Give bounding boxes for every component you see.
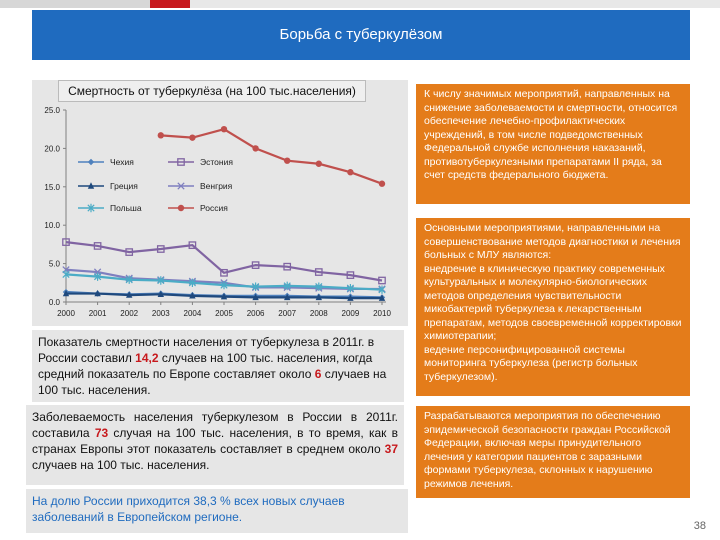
top-color-strip bbox=[0, 0, 720, 8]
data-point bbox=[347, 169, 354, 176]
data-point bbox=[283, 262, 292, 271]
x-tick-label: 2002 bbox=[120, 309, 138, 318]
x-tick-label: 2010 bbox=[373, 309, 391, 318]
data-point bbox=[157, 132, 164, 139]
data-point bbox=[62, 270, 70, 279]
data-point bbox=[378, 294, 386, 301]
data-point bbox=[378, 180, 386, 187]
data-point bbox=[177, 204, 185, 212]
data-point bbox=[125, 248, 134, 256]
data-point bbox=[315, 293, 322, 301]
data-point bbox=[156, 245, 165, 253]
data-point bbox=[188, 278, 197, 287]
measures-text-1: К числу значимых мероприятий, направленн… bbox=[424, 88, 678, 181]
data-point bbox=[125, 275, 133, 284]
data-point bbox=[315, 160, 322, 167]
data-point bbox=[157, 276, 165, 285]
data-point bbox=[62, 238, 70, 246]
mortality-chart: 0.0 5.0 10.0 15.0 20.0 25.0 2000 2001 2002 2003 20… bbox=[44, 106, 391, 318]
europe-mortality-value: 6 bbox=[314, 367, 322, 381]
data-point bbox=[314, 268, 323, 276]
data-point bbox=[284, 293, 291, 301]
x-tick-label: 2009 bbox=[342, 309, 360, 318]
y-tick-label: 10.0 bbox=[44, 221, 60, 230]
data-point bbox=[283, 281, 291, 291]
chart-title: Смертность от туберкулёза (на 100 тыс.на… bbox=[58, 80, 366, 102]
data-point bbox=[284, 157, 291, 164]
data-point bbox=[252, 293, 259, 301]
x-tick-label: 2008 bbox=[310, 309, 328, 318]
data-point bbox=[378, 276, 386, 285]
y-tick-label: 5.0 bbox=[49, 260, 61, 269]
share-text: На долю России приходится 38,3 % всех но… bbox=[32, 494, 345, 524]
measures-box-1: К числу значимых мероприятий, направленн… bbox=[416, 84, 690, 204]
y-tick-label: 25.0 bbox=[44, 106, 60, 115]
legend-label: Россия bbox=[200, 203, 228, 213]
x-tick-label: 2000 bbox=[57, 309, 75, 318]
measures-box-2: Основными мероприятиями, направленными н… bbox=[416, 218, 690, 396]
russia-mortality-value: 14,2 bbox=[135, 351, 159, 365]
measures-text-3: Разрабатываются мероприятия по обеспечен… bbox=[424, 410, 671, 490]
incidence-text-c: случаев на 100 тыс. населения. bbox=[32, 458, 210, 472]
data-point bbox=[177, 182, 185, 190]
russia-incidence-value: 73 bbox=[94, 426, 109, 440]
data-point bbox=[177, 158, 185, 166]
data-point bbox=[93, 242, 102, 250]
data-point bbox=[251, 261, 260, 269]
legend-label: Греция bbox=[110, 181, 138, 191]
x-tick-label: 2004 bbox=[184, 309, 202, 318]
page-number: 38 bbox=[693, 520, 706, 532]
legend-label: Чехия bbox=[110, 157, 134, 167]
incidence-text-b: случая на 100 тыс. населения, в то время… bbox=[32, 426, 399, 456]
incidence-paragraph: Заболеваемость населения туберкулезом в … bbox=[26, 405, 404, 485]
data-point bbox=[93, 272, 102, 281]
data-point bbox=[220, 280, 228, 290]
data-point bbox=[347, 294, 354, 301]
page-title: Борьба с туберкулёзом bbox=[32, 10, 690, 60]
y-tick-label: 20.0 bbox=[44, 144, 60, 153]
data-point bbox=[346, 283, 355, 293]
data-point bbox=[252, 145, 259, 152]
legend-label: Венгрия bbox=[200, 181, 233, 191]
data-point bbox=[378, 285, 386, 294]
data-point bbox=[87, 182, 95, 189]
share-paragraph: На долю России приходится 38,3 % всех но… bbox=[26, 489, 408, 533]
measures-text-2b: внедрение в клиническую практику совреме… bbox=[424, 262, 682, 343]
x-tick-label: 2001 bbox=[89, 309, 107, 318]
measures-text-2a: Основными мероприятиями, направленными н… bbox=[424, 222, 681, 261]
series-line bbox=[160, 128, 383, 185]
mortality-paragraph: Показатель смертности населения от тубер… bbox=[32, 330, 404, 402]
data-point bbox=[157, 290, 164, 298]
data-point bbox=[126, 291, 133, 298]
data-point bbox=[220, 268, 228, 277]
x-tick-label: 2006 bbox=[247, 309, 265, 318]
data-point bbox=[188, 241, 197, 250]
data-point bbox=[251, 282, 260, 291]
x-tick-label: 2005 bbox=[215, 309, 233, 318]
legend-label: Польша bbox=[110, 203, 142, 213]
data-point bbox=[346, 271, 355, 279]
data-point bbox=[94, 289, 101, 297]
data-point bbox=[220, 292, 228, 300]
y-tick-label: 0.0 bbox=[49, 298, 61, 307]
data-point bbox=[87, 158, 95, 166]
data-point bbox=[189, 292, 196, 299]
measures-box-3: Разрабатываются мероприятия по обеспечен… bbox=[416, 406, 690, 498]
data-point bbox=[189, 134, 196, 141]
mortality-text-c: случаев на 100 тыс. населения. bbox=[38, 367, 387, 397]
incidence-text-a: Заболеваемость населения туберкулезом в … bbox=[32, 410, 398, 440]
europe-incidence-value: 37 bbox=[384, 442, 398, 456]
measures-text-2c: ведение персонифицированной системы мони… bbox=[424, 343, 638, 383]
mortality-text-a: Показатель смертности населения от тубер… bbox=[38, 335, 375, 365]
data-point bbox=[315, 282, 323, 291]
series-line bbox=[65, 241, 383, 282]
mortality-text-b: случаев на 100 тыс. населения, когда сре… bbox=[38, 351, 373, 381]
y-tick-label: 15.0 bbox=[44, 183, 60, 192]
legend-label: Эстония bbox=[200, 157, 233, 167]
data-point bbox=[62, 289, 70, 297]
data-point bbox=[220, 126, 228, 133]
data-point bbox=[87, 203, 95, 213]
x-tick-label: 2003 bbox=[152, 309, 170, 318]
x-tick-label: 2007 bbox=[278, 309, 296, 318]
